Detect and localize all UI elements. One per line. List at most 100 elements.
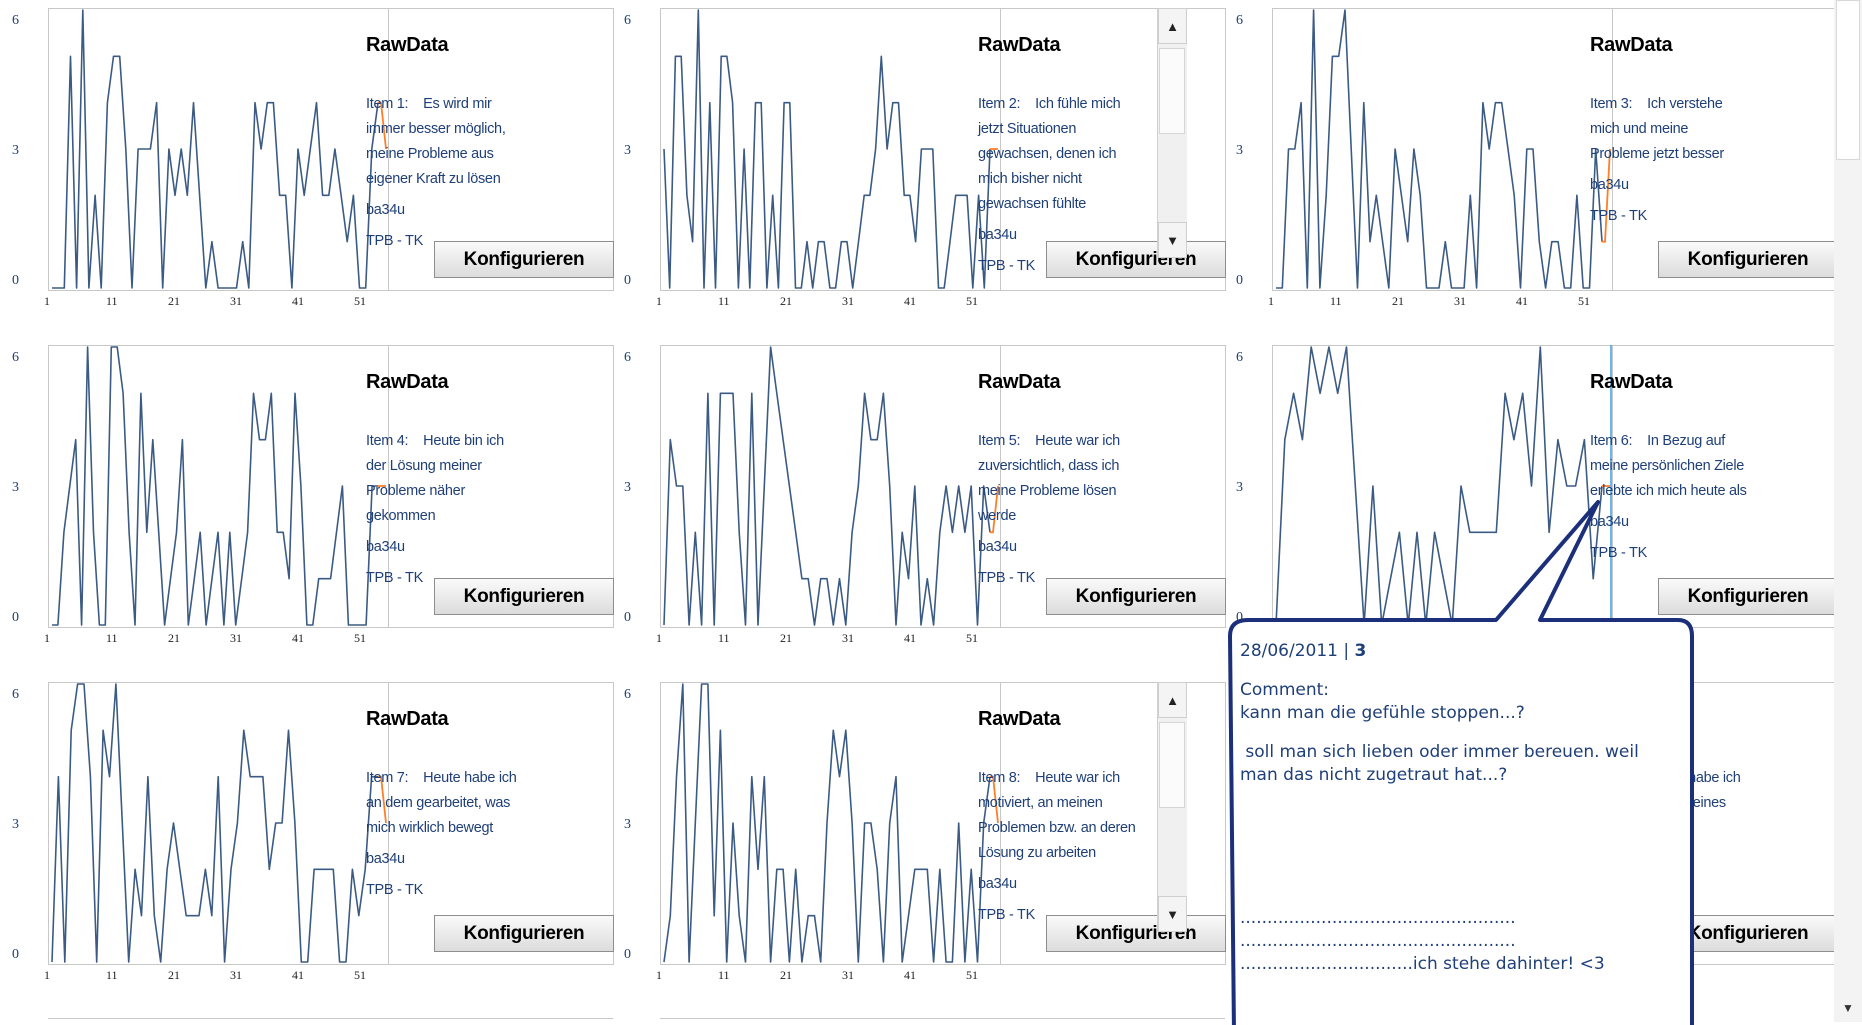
info-pane: RawData Item 5: Heute war ich zuversicht… xyxy=(964,345,1226,621)
scrollbar-thumb[interactable] xyxy=(1159,48,1185,134)
x-tick-label: 21 xyxy=(168,631,180,645)
x-tick-label: 31 xyxy=(230,631,242,645)
item-code: ba34u xyxy=(978,876,1017,892)
scroll-up-arrow-icon[interactable]: ▲ xyxy=(1158,682,1187,718)
item-group: TPB - TK xyxy=(978,907,1035,923)
item-question: Ich fühle mich jetzt Situationen gewachs… xyxy=(978,96,1121,212)
panel-frame xyxy=(660,8,1226,291)
info-pane: RawData Item 1: Es wird mir immer besser… xyxy=(352,8,614,284)
tooltip-comment-line: man das nicht zugetraut hat...? xyxy=(1240,765,1508,785)
y-tick-label: 3 xyxy=(1236,143,1243,158)
panel-title: RawData xyxy=(978,371,1061,393)
item-number: Item 1: xyxy=(366,96,409,112)
item-description: Item 3: Ich verstehe mich und meine Prob… xyxy=(1590,92,1750,235)
x-tick-label: 41 xyxy=(904,631,916,645)
y-tick-label: 3 xyxy=(12,143,19,158)
scroll-down-arrow-icon[interactable]: ▼ xyxy=(1158,222,1187,258)
item-number: Item 3: xyxy=(1590,96,1633,112)
panel-frame xyxy=(48,8,614,291)
info-pane: RawData Item 6: In Bezug auf meine persö… xyxy=(1576,345,1838,621)
x-tick-label: 21 xyxy=(168,968,180,982)
scroll-down-arrow-icon[interactable]: ▼ xyxy=(1158,896,1187,932)
configure-button[interactable]: Konfigurieren xyxy=(1046,578,1226,615)
scrollbar-thumb[interactable] xyxy=(1159,722,1185,808)
x-tick-label: 51 xyxy=(1578,294,1590,308)
series-line xyxy=(52,346,378,626)
y-tick-label: 3 xyxy=(624,143,631,158)
tooltip-date: 28/06/2011 | 3 xyxy=(1240,640,1680,663)
item-code: ba34u xyxy=(978,227,1017,243)
item-group: TPB - TK xyxy=(1590,545,1647,561)
y-tick-label: 0 xyxy=(624,947,631,962)
chart-panel: 6 3 0 1 11 21 31 41 51 RawData Item 2: Ich fühle … xyxy=(622,4,1232,308)
item-description: Item 7: Heute habe ich an dem gearbeitet… xyxy=(366,766,526,909)
y-tick-label: 3 xyxy=(12,817,19,832)
y-tick-label: 0 xyxy=(624,610,631,625)
configure-button[interactable]: Konfigurieren xyxy=(434,241,614,278)
series-line xyxy=(663,9,991,289)
item-description: Item 8: Heute war ich motiviert, an mein… xyxy=(978,766,1138,934)
info-scrollbar[interactable]: ▲ ▼ xyxy=(1157,8,1187,258)
x-tick-label: 51 xyxy=(354,294,366,308)
series-line xyxy=(1275,346,1603,626)
y-tick-label: 6 xyxy=(1236,350,1243,365)
x-tick-label: 41 xyxy=(904,294,916,308)
item-description: Item 2: Ich fühle mich jetzt Situationen… xyxy=(978,92,1138,284)
x-tick-label: 41 xyxy=(292,631,304,645)
x-tick-label: 1 xyxy=(44,294,50,308)
configure-button[interactable]: Konfigurieren xyxy=(1046,241,1226,278)
panel-title: RawData xyxy=(1590,34,1673,56)
y-tick-label: 6 xyxy=(624,687,631,702)
configure-button[interactable]: Konfigurieren xyxy=(1658,578,1838,615)
x-tick-label: 11 xyxy=(718,631,730,645)
x-tick-label: 11 xyxy=(718,294,730,308)
y-tick-label: 3 xyxy=(1236,480,1243,495)
configure-button[interactable]: Konfigurieren xyxy=(434,578,614,615)
x-tick-label: 31 xyxy=(842,294,854,308)
item-question: Es wird mir immer besser möglich, meine … xyxy=(366,96,506,187)
chart-panel: 6 3 0 1 11 21 31 41 51 RawData Item 3: Ich verste… xyxy=(1234,4,1844,308)
panel-frame xyxy=(48,682,614,965)
item-question: Heute war ich zuversichtlich, dass ich m… xyxy=(978,433,1120,524)
x-tick-label: 1 xyxy=(1268,294,1274,308)
scroll-down-arrow-icon[interactable]: ▼ xyxy=(1842,1001,1854,1015)
tooltip-comment-line: ........................................… xyxy=(1240,931,1516,951)
x-tick-label: 31 xyxy=(842,968,854,982)
y-tick-label: 6 xyxy=(12,350,19,365)
page-scrollbar-thumb[interactable] xyxy=(1836,0,1860,160)
chart-panel: 6 3 0 1 11 21 31 41 51 RawData Item 8: Heute war … xyxy=(622,678,1232,982)
info-pane: RawData Item 3: Ich verstehe mich und me… xyxy=(1576,8,1838,284)
tooltip-comment-line: ........................................… xyxy=(1240,908,1516,928)
y-tick-label: 0 xyxy=(12,273,19,288)
tooltip-value: 3 xyxy=(1354,641,1367,661)
configure-button[interactable]: Konfigurieren xyxy=(1658,241,1838,278)
y-tick-label: 0 xyxy=(12,947,19,962)
x-tick-label: 51 xyxy=(966,968,978,982)
page-scrollbar[interactable]: ▼ xyxy=(1834,0,1862,1022)
info-scrollbar[interactable]: ▲ ▼ xyxy=(1157,682,1187,932)
item-number: Item 6: xyxy=(1590,433,1633,449)
configure-button[interactable]: Konfigurieren xyxy=(1046,915,1226,952)
x-tick-label: 51 xyxy=(966,631,978,645)
item-code: ba34u xyxy=(366,202,405,218)
x-tick-label: 51 xyxy=(966,294,978,308)
item-description: Item 6: In Bezug auf meine persönlichen … xyxy=(1590,429,1750,572)
panel-title: RawData xyxy=(366,371,449,393)
panel-frame xyxy=(660,345,1226,628)
y-tick-label: 0 xyxy=(1236,273,1243,288)
scroll-up-arrow-icon[interactable]: ▲ xyxy=(1158,8,1187,44)
y-tick-label: 0 xyxy=(12,610,19,625)
item-group: TPB - TK xyxy=(366,570,423,586)
configure-button[interactable]: Konfigurieren xyxy=(434,915,614,952)
series-line xyxy=(663,346,991,626)
item-code: ba34u xyxy=(978,539,1017,555)
x-tick-label: 31 xyxy=(230,294,242,308)
